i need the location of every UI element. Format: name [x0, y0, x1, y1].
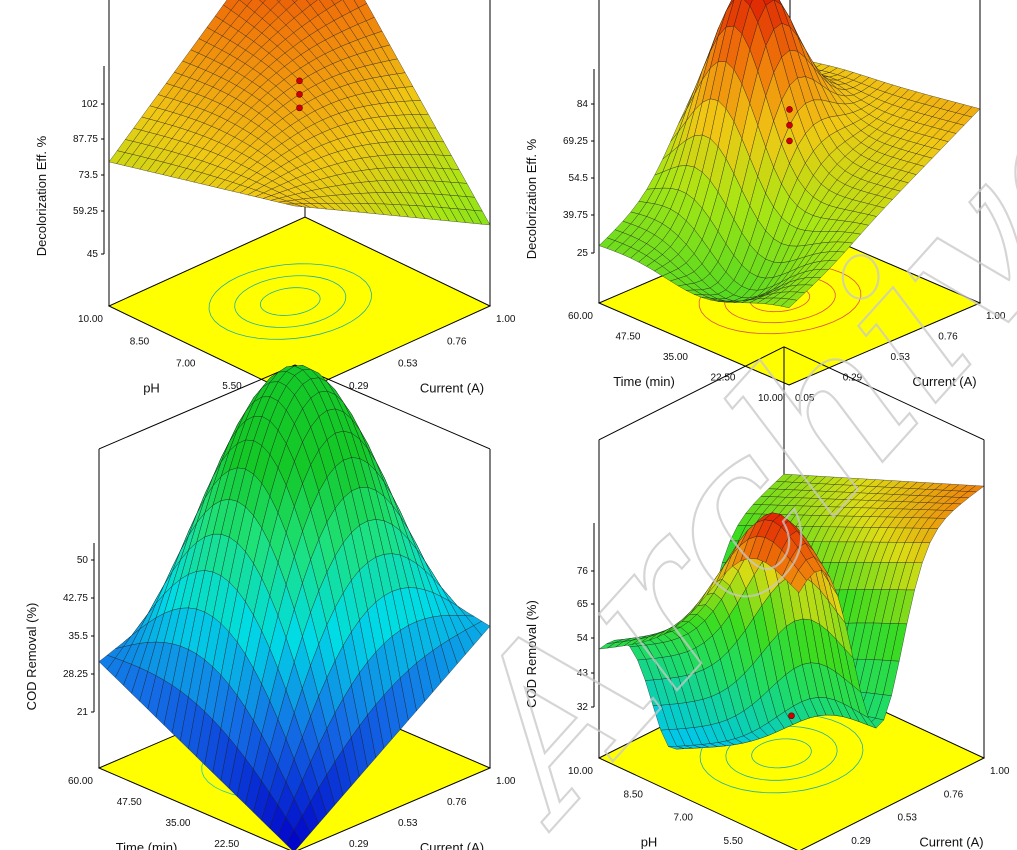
z-tick-label: 50	[77, 555, 89, 566]
z-tick-label: 59.25	[73, 206, 98, 217]
design-point	[786, 106, 793, 113]
y-tick-label: 47.50	[117, 797, 142, 808]
z-axis-title: Decolorization Eff. %	[524, 138, 539, 259]
x-tick-label: 0.76	[944, 789, 964, 800]
z-tick-label: 35.5	[69, 631, 89, 642]
z-tick-label: 21	[77, 707, 89, 718]
floor-contour	[208, 263, 372, 340]
y-tick-label: 22.50	[214, 839, 239, 850]
surface-cell	[259, 0, 266, 4]
z-tick-label: 102	[81, 99, 98, 110]
surface-cell	[286, 203, 303, 207]
x-tick-label: 1.00	[496, 776, 516, 787]
z-axis-title: COD Removal (%)	[24, 603, 39, 711]
surface-cell	[780, 298, 798, 308]
x-tick-label: 0.29	[349, 381, 369, 392]
y-tick-label: 35.00	[165, 818, 190, 829]
box-edge	[598, 346, 785, 441]
x-axis-title: Current (A)	[420, 381, 484, 396]
surface-mesh	[598, 473, 985, 750]
x-tick-label: 0.53	[398, 359, 418, 370]
x-axis-title: Current (A)	[420, 840, 484, 850]
z-tick-label: 25	[577, 248, 589, 259]
z-axis-title: Decolorization Eff. %	[34, 135, 49, 256]
y-axis-title: Time (min)	[116, 840, 178, 850]
y-axis-title: Time (min)	[613, 374, 675, 389]
box-edge	[294, 364, 491, 450]
y-axis-title: pH	[641, 835, 658, 850]
chart-panel-2: 25 39.75 54.5 69.25 84 Decolorization Eff. % 0…	[524, 0, 1006, 404]
design-point	[296, 77, 303, 85]
x-tick-label: 0.29	[843, 373, 863, 384]
surface-mesh	[108, 0, 491, 226]
x-axis-title: Current (A)	[912, 374, 976, 389]
z-tick-label: 69.25	[563, 136, 588, 147]
box-edge	[98, 364, 296, 450]
y-tick-label: 7.00	[674, 813, 694, 824]
x-tick-label: 0.76	[938, 332, 958, 343]
z-tick-label: 42.75	[63, 593, 88, 604]
surface-mesh	[98, 365, 491, 850]
y-tick-label: 10.00	[78, 314, 103, 325]
x-tick-label: 0.53	[891, 352, 911, 363]
x-tick-label: 1.00	[496, 314, 516, 325]
floor-contour	[234, 275, 347, 328]
z-tick-label: 54.5	[569, 173, 589, 184]
x-tick-label: 0.29	[851, 836, 871, 847]
design-point	[788, 712, 795, 720]
surface-cell	[276, 0, 281, 3]
surface-cell	[285, 829, 303, 850]
x-axis-title: Current (A)	[919, 835, 983, 850]
y-tick-label: 7.00	[176, 359, 196, 370]
box-edge	[783, 346, 985, 441]
x-tick-label: 0.05	[795, 393, 815, 404]
x-tick-label: 0.76	[447, 797, 467, 808]
y-tick-label: 8.50	[130, 336, 150, 347]
floor-contour	[751, 738, 812, 769]
design-point	[786, 121, 793, 129]
z-tick-label: 73.5	[79, 170, 99, 181]
y-tick-label: 22.50	[710, 373, 735, 384]
y-tick-label: 35.00	[663, 352, 688, 363]
z-tick-label: 28.25	[63, 669, 88, 680]
floor-contour	[259, 287, 321, 316]
x-tick-label: 0.53	[898, 813, 918, 824]
z-tick-label: 39.75	[563, 210, 588, 221]
y-axis-title: pH	[143, 381, 160, 396]
y-tick-label: 5.50	[724, 836, 744, 847]
surface-cell	[291, 0, 298, 3]
y-tick-label: 5.50	[222, 381, 242, 392]
x-tick-label: 0.53	[398, 818, 418, 829]
z-tick-label: 87.75	[73, 134, 98, 145]
design-point	[296, 91, 303, 98]
y-tick-label: 10.00	[758, 393, 783, 404]
y-tick-label: 60.00	[68, 776, 93, 787]
design-point	[786, 137, 793, 145]
y-tick-label: 60.00	[568, 311, 593, 322]
design-point	[296, 104, 303, 112]
x-tick-label: 0.29	[349, 839, 369, 850]
x-tick-label: 0.76	[447, 336, 467, 347]
y-tick-label: 47.50	[615, 332, 640, 343]
surface-mesh	[598, 0, 981, 308]
z-tick-label: 84	[577, 99, 589, 110]
z-tick-label: 45	[87, 249, 99, 260]
x-tick-label: 1.00	[986, 311, 1006, 322]
chart-panel-1: 45 59.25 73.5 87.75 102 Decolorization Eff. %…	[34, 0, 516, 414]
x-tick-label: 1.00	[990, 766, 1010, 777]
